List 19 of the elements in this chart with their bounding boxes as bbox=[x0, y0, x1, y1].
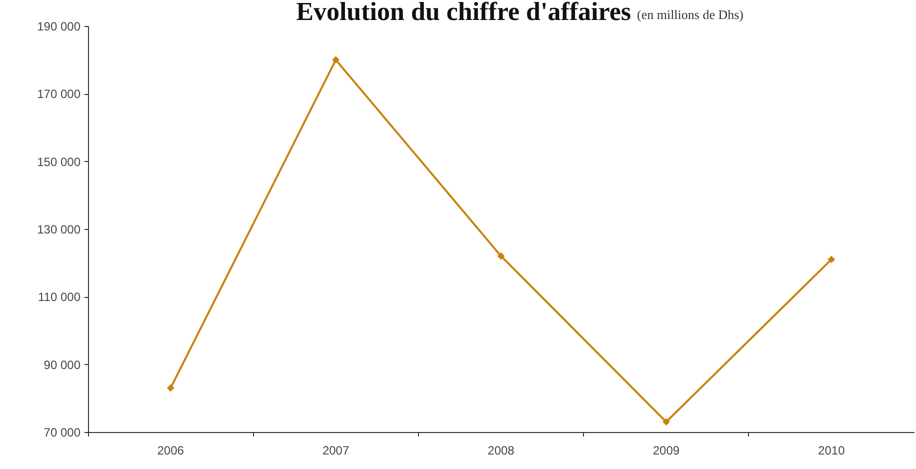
chart-title: Evolution du chiffre d'affaires bbox=[296, 0, 631, 26]
x-tick-label: 2006 bbox=[157, 444, 184, 458]
y-tick-label: 110 000 bbox=[38, 290, 81, 304]
y-tick-label: 130 000 bbox=[37, 222, 81, 236]
x-tick-label: 2009 bbox=[652, 444, 680, 458]
point bbox=[828, 256, 836, 264]
y-tick-label: 150 000 bbox=[37, 154, 81, 169]
y-tick-label: 190 000 bbox=[37, 20, 81, 34]
y-tick-label: 170 000 bbox=[37, 87, 81, 102]
point bbox=[166, 384, 174, 392]
point bbox=[497, 252, 505, 260]
chart-subtitle: (en millions de Dhs) bbox=[637, 7, 744, 22]
x-tick-label: 2010 bbox=[818, 444, 846, 458]
y-tick-label: 90 000 bbox=[44, 358, 81, 372]
point bbox=[332, 56, 340, 64]
x-tick-label: 2008 bbox=[488, 444, 515, 458]
x-tick-label: 2007 bbox=[322, 444, 350, 458]
y-tick-label: 70 000 bbox=[44, 426, 81, 440]
point bbox=[662, 418, 670, 426]
